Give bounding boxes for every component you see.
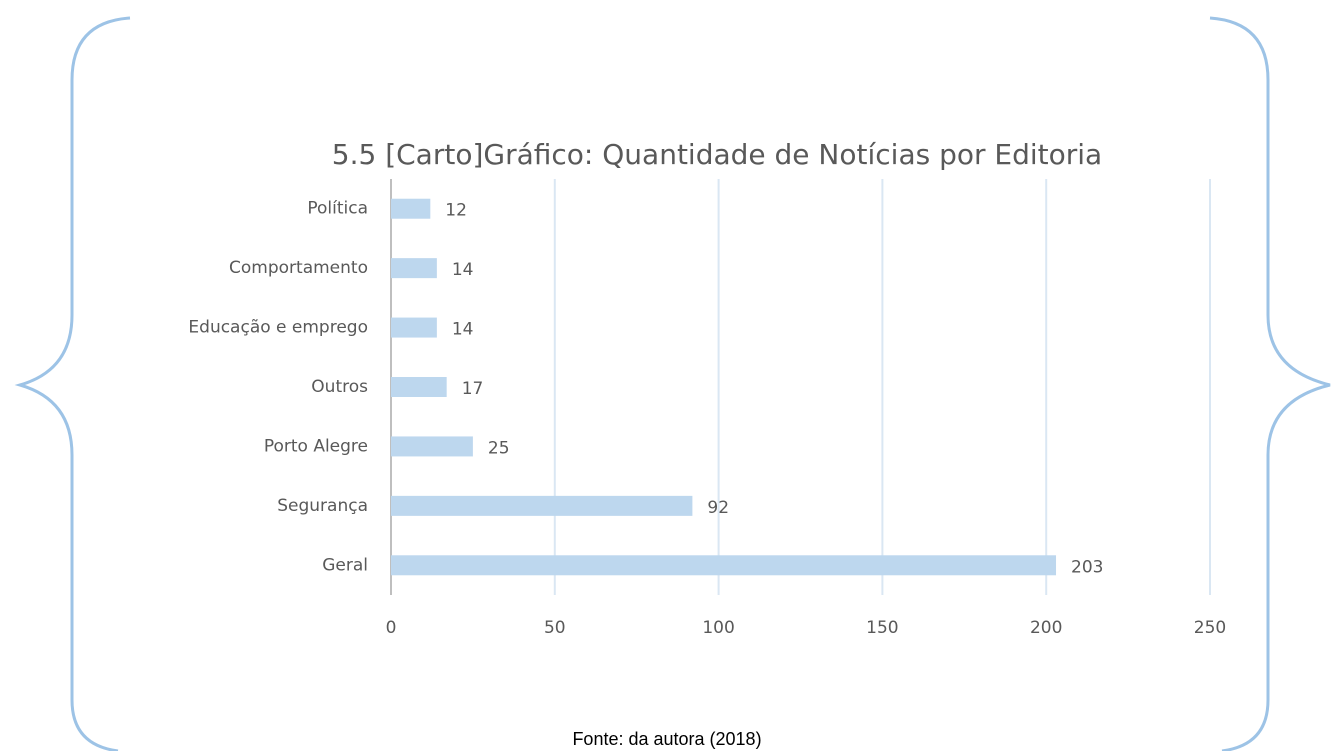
data-label: 14 <box>452 260 474 280</box>
x-tick-label: 150 <box>866 618 898 638</box>
bar <box>391 317 437 338</box>
bar <box>391 436 473 457</box>
chart-title: 5.5 [Carto]Gráfico: Quantidade de Notíci… <box>332 138 1102 171</box>
bar <box>391 495 693 516</box>
y-tick-label: Educação e emprego <box>188 318 368 338</box>
x-tick-label: 200 <box>1030 618 1062 638</box>
left-brace <box>14 16 131 751</box>
y-tick-label: Outros <box>311 377 368 397</box>
bar <box>391 377 447 397</box>
bar <box>391 198 431 219</box>
x-tick-label: 250 <box>1194 618 1226 638</box>
data-label: 12 <box>445 201 467 221</box>
y-tick-label: Porto Alegre <box>264 436 368 456</box>
x-tick-label: 0 <box>386 618 397 638</box>
data-label: 25 <box>488 438 510 458</box>
data-label: 92 <box>707 498 729 518</box>
source-caption: Fonte: da autora (2018) <box>572 729 761 749</box>
y-tick-label: Segurança <box>277 496 368 516</box>
bar <box>391 555 1057 576</box>
data-label: 203 <box>1071 557 1103 577</box>
x-tick-label: 100 <box>702 618 734 638</box>
data-label: 17 <box>462 379 484 399</box>
bar <box>391 258 437 279</box>
right-brace <box>1209 16 1331 751</box>
y-tick-label: Comportamento <box>229 258 368 278</box>
y-tick-label: Política <box>307 199 368 219</box>
data-label: 14 <box>452 320 474 340</box>
x-tick-label: 50 <box>544 618 566 638</box>
y-tick-label: Geral <box>322 555 368 575</box>
